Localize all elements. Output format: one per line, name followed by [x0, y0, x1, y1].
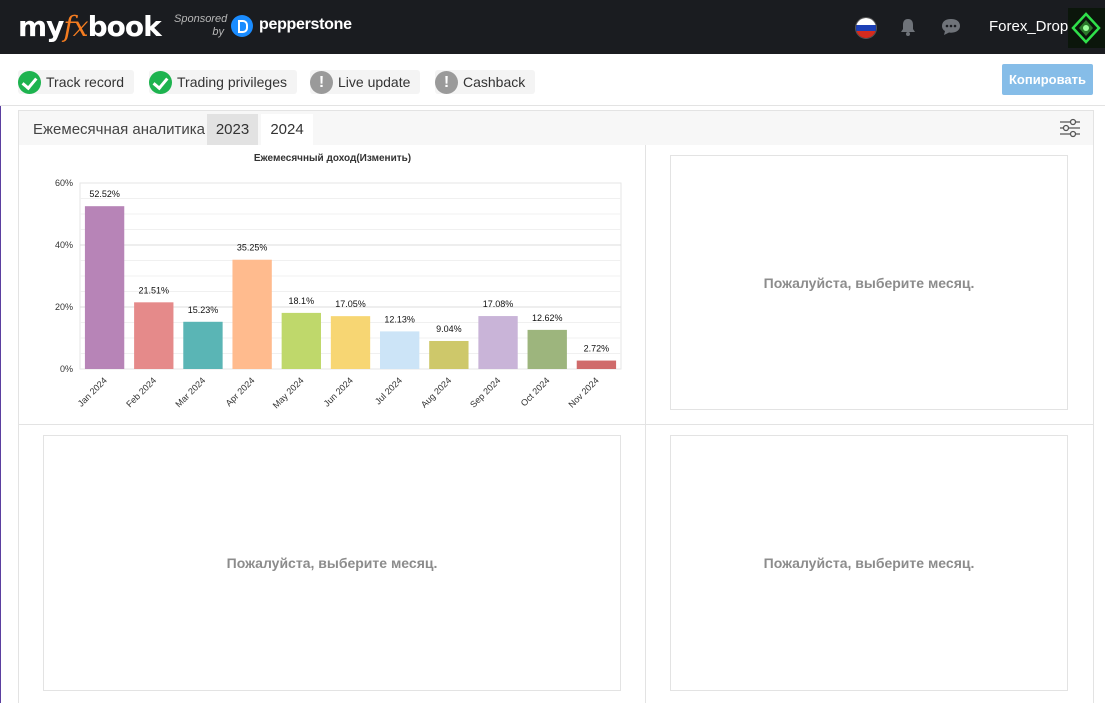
avatar[interactable] [1068, 8, 1105, 48]
top-navbar: myfxbook Sponsored by pepperstone Forex_… [0, 0, 1105, 54]
y-tick-label: 20% [55, 302, 73, 312]
data-label: 21.51% [139, 285, 170, 295]
bar[interactable] [84, 206, 125, 369]
empty-chart-box: Пожалуйста, выберите месяц. [43, 435, 621, 691]
bar[interactable] [380, 331, 420, 369]
data-label: 15.23% [188, 305, 219, 315]
badge-label: Track record [46, 74, 125, 90]
bar[interactable] [183, 321, 223, 369]
x-tick-label: Jul 2024 [373, 375, 404, 406]
data-label: 2.72% [584, 344, 610, 354]
data-label: 17.05% [335, 299, 366, 309]
bar[interactable] [478, 316, 518, 369]
analytics-title: Ежемесячная аналитика [33, 121, 205, 138]
check-icon [18, 71, 41, 94]
exclamation-icon [310, 71, 333, 94]
username[interactable]: Forex_Drop [989, 18, 1069, 35]
check-icon [149, 71, 172, 94]
sponsored-label: Sponsored [174, 13, 228, 25]
data-label: 12.13% [384, 314, 415, 324]
badge-label: Live update [338, 74, 411, 90]
analytics-tabs: Ежемесячная аналитика 2023 2024 [19, 111, 1093, 145]
bar[interactable] [134, 302, 174, 369]
x-tick-label: Sep 2024 [468, 375, 502, 409]
x-tick-label: May 2024 [271, 375, 306, 410]
month-detail-cell-3: Пожалуйста, выберите месяц. [646, 425, 1093, 703]
badge-label: Trading privileges [177, 74, 287, 90]
bar[interactable] [281, 312, 321, 369]
bar[interactable] [429, 340, 469, 369]
month-detail-cell-2: Пожалуйста, выберите месяц. [19, 425, 646, 703]
empty-chart-box: Пожалуйста, выберите месяц. [670, 435, 1068, 691]
badge-cashback[interactable]: Cashback [435, 70, 536, 94]
data-label: 35.25% [237, 243, 268, 253]
month-detail-cell-1: Пожалуйста, выберите месяц. [646, 145, 1093, 425]
bar[interactable] [232, 259, 272, 369]
x-tick-label: Nov 2024 [567, 375, 601, 409]
data-label: 52.52% [89, 189, 120, 199]
bar[interactable] [527, 329, 567, 369]
x-tick-label: Mar 2024 [173, 375, 207, 409]
by-label: by [212, 26, 224, 38]
empty-chart-box: Пожалуйста, выберите месяц. [670, 155, 1068, 410]
bar[interactable] [330, 316, 371, 369]
logo-text-book: book [87, 10, 162, 43]
data-label: 17.08% [483, 299, 514, 309]
logo-text-my: my [18, 10, 64, 43]
x-tick-label: Apr 2024 [224, 375, 257, 408]
badge-trading-privileges[interactable]: Trading privileges [149, 70, 297, 94]
y-tick-label: 0% [60, 364, 73, 374]
chart-title[interactable]: Ежемесячный доход(Изменить) [253, 153, 412, 164]
x-tick-label: Jan 2024 [76, 375, 109, 408]
tab-2024[interactable]: 2024 [261, 114, 313, 145]
logo-text-fx: fx [63, 10, 88, 43]
data-label: 9.04% [436, 324, 462, 334]
account-badges-bar: Track record Trading privileges Live upd… [0, 54, 1105, 106]
select-month-message: Пожалуйста, выберите месяц. [763, 555, 975, 571]
x-tick-label: Feb 2024 [124, 375, 158, 409]
window-edge [0, 0, 1, 703]
monthly-income-chart: 0% 20% 40% 60% 52.52% Jan 2024 21.51% Feb 2024 1… [55, 178, 622, 410]
select-month-message: Пожалуйста, выберите месяц. [226, 555, 438, 571]
x-tick-label: Aug 2024 [419, 375, 453, 409]
chat-icon[interactable] [940, 17, 962, 37]
pepperstone-logo-icon[interactable] [231, 15, 253, 37]
myfxbook-logo[interactable]: myfxbook [18, 10, 162, 43]
badge-label: Cashback [463, 74, 526, 90]
bar[interactable] [576, 360, 617, 369]
monthly-income-chart-cell: Ежемесячный доход(Изменить) 0% 20% 40% 60% 5… [19, 145, 646, 425]
data-label: 12.62% [532, 313, 563, 323]
settings-sliders-icon[interactable] [1059, 118, 1081, 138]
monthly-analytics-panel: Ежемесячная аналитика 2023 2024 Ежемесяч… [18, 110, 1094, 703]
badge-live-update[interactable]: Live update [310, 70, 421, 94]
tab-2023[interactable]: 2023 [207, 114, 258, 145]
exclamation-icon [435, 71, 458, 94]
x-tick-label: Oct 2024 [519, 375, 552, 408]
sponsored-by-text: Sponsored by [174, 13, 228, 39]
y-tick-label: 40% [55, 240, 73, 250]
pepperstone-name[interactable]: pepperstone [259, 16, 352, 33]
x-tick-label: Jun 2024 [322, 375, 355, 408]
data-label: 18.1% [289, 296, 315, 306]
russia-flag-icon[interactable] [855, 17, 877, 39]
select-month-message: Пожалуйста, выберите месяц. [763, 274, 975, 291]
bell-icon[interactable] [898, 17, 918, 37]
copy-button[interactable]: Копировать [1002, 64, 1093, 95]
y-tick-label: 60% [55, 178, 73, 188]
badge-track-record[interactable]: Track record [18, 70, 135, 94]
